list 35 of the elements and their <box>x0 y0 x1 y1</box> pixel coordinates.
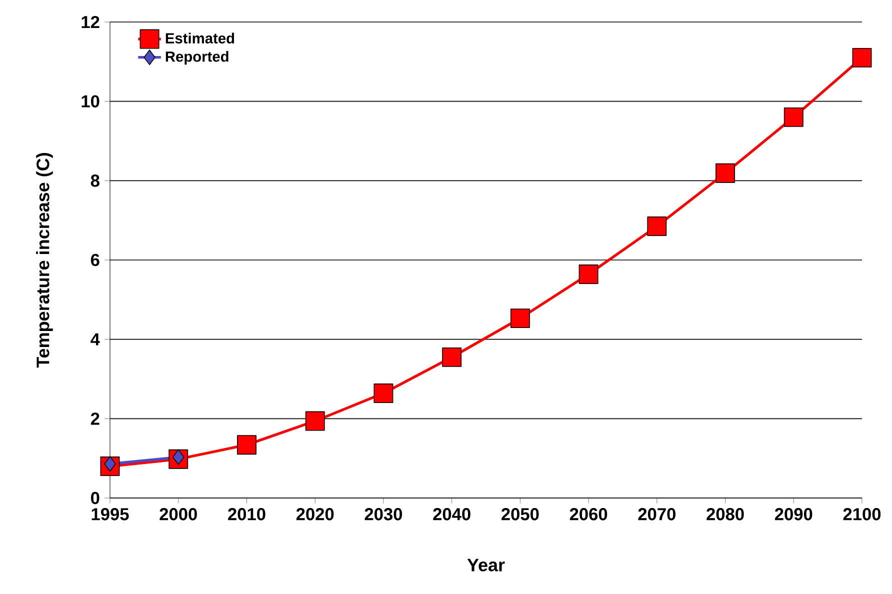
x-tick-label: 2090 <box>774 508 812 520</box>
point <box>510 308 530 328</box>
point <box>442 347 462 367</box>
y-tick-label: 6 <box>90 254 100 266</box>
x-tick-label: 2060 <box>570 508 608 520</box>
x-tick-label: 2080 <box>706 508 744 520</box>
y-tick-label: 4 <box>90 333 100 346</box>
legend-label: Estimated <box>166 32 234 44</box>
point <box>305 411 325 431</box>
y-tick-label: 8 <box>90 174 100 187</box>
y-tick-label: 12 <box>82 16 100 28</box>
y-tick-label: 10 <box>82 95 100 108</box>
x-tick-label: 2070 <box>638 508 676 520</box>
point <box>578 264 598 284</box>
x-tick-label: 2050 <box>502 508 539 520</box>
x-axis-title: Year <box>467 558 505 572</box>
x-tick-label: 2000 <box>160 508 197 520</box>
point <box>647 216 667 236</box>
point <box>172 449 184 465</box>
x-tick-label: 2040 <box>433 508 470 520</box>
y-tick-label: 0 <box>91 492 100 504</box>
point <box>716 163 736 183</box>
legend-label: Reported <box>166 51 228 65</box>
x-tick-label: 2010 <box>228 508 266 520</box>
point <box>852 48 872 68</box>
x-tick-label: 1995 <box>92 508 129 520</box>
x-tick-label: 2100 <box>843 508 881 520</box>
x-tick-label: 2020 <box>296 508 334 520</box>
point <box>237 435 256 455</box>
y-axis-title: Temperature increase (C) <box>36 153 53 368</box>
point <box>374 384 394 404</box>
x-tick-label: 2030 <box>364 508 402 520</box>
y-tick-label: 2 <box>90 412 100 425</box>
point <box>784 107 804 127</box>
point <box>104 456 116 472</box>
